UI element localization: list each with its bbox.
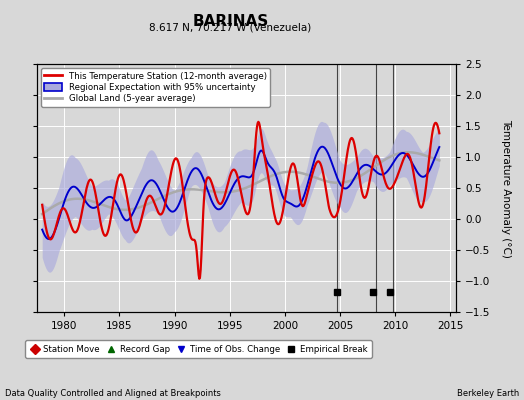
Y-axis label: Temperature Anomaly (°C): Temperature Anomaly (°C)	[501, 118, 511, 258]
Text: Data Quality Controlled and Aligned at Breakpoints: Data Quality Controlled and Aligned at B…	[5, 389, 221, 398]
Text: 8.617 N, 70.217 W (Venezuela): 8.617 N, 70.217 W (Venezuela)	[149, 22, 312, 32]
Text: BARINAS: BARINAS	[192, 14, 269, 29]
Legend: This Temperature Station (12-month average), Regional Expectation with 95% uncer: This Temperature Station (12-month avera…	[41, 68, 270, 106]
Legend: Station Move, Record Gap, Time of Obs. Change, Empirical Break: Station Move, Record Gap, Time of Obs. C…	[25, 340, 372, 358]
Text: Berkeley Earth: Berkeley Earth	[456, 389, 519, 398]
